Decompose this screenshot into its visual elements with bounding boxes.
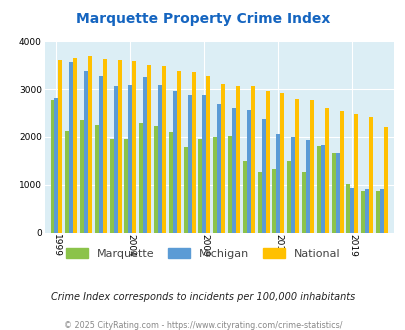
- Bar: [324, 108, 328, 233]
- Bar: [54, 98, 58, 233]
- Bar: [128, 85, 132, 233]
- Bar: [95, 125, 99, 233]
- Bar: [191, 72, 195, 233]
- Bar: [320, 145, 324, 233]
- Bar: [276, 134, 280, 233]
- Bar: [84, 71, 88, 233]
- Bar: [69, 62, 73, 233]
- Bar: [331, 153, 335, 233]
- Bar: [232, 108, 235, 233]
- Bar: [316, 146, 320, 233]
- Bar: [345, 184, 350, 233]
- Bar: [354, 114, 358, 233]
- Bar: [257, 172, 261, 233]
- Bar: [173, 90, 177, 233]
- Bar: [187, 95, 191, 233]
- Bar: [102, 59, 107, 233]
- Bar: [50, 100, 54, 233]
- Bar: [80, 120, 84, 233]
- Bar: [217, 104, 221, 233]
- Bar: [309, 100, 313, 233]
- Bar: [132, 61, 136, 233]
- Bar: [335, 153, 339, 233]
- Bar: [290, 137, 294, 233]
- Bar: [109, 139, 113, 233]
- Bar: [158, 85, 162, 233]
- Bar: [213, 137, 217, 233]
- Bar: [294, 99, 298, 233]
- Bar: [375, 190, 379, 233]
- Bar: [265, 90, 269, 233]
- Bar: [339, 111, 343, 233]
- Bar: [162, 66, 166, 233]
- Bar: [228, 136, 232, 233]
- Bar: [250, 86, 254, 233]
- Bar: [221, 84, 225, 233]
- Bar: [242, 161, 246, 233]
- Bar: [368, 117, 372, 233]
- Bar: [286, 161, 290, 233]
- Bar: [177, 71, 180, 233]
- Bar: [183, 147, 187, 233]
- Legend: Marquette, Michigan, National: Marquette, Michigan, National: [61, 244, 344, 263]
- Bar: [364, 189, 368, 233]
- Text: Marquette Property Crime Index: Marquette Property Crime Index: [76, 12, 329, 25]
- Bar: [168, 132, 173, 233]
- Bar: [139, 123, 143, 233]
- Bar: [379, 189, 383, 233]
- Bar: [202, 95, 206, 233]
- Bar: [261, 119, 265, 233]
- Bar: [383, 127, 387, 233]
- Bar: [143, 77, 147, 233]
- Bar: [88, 56, 92, 233]
- Bar: [360, 190, 364, 233]
- Bar: [147, 65, 151, 233]
- Bar: [124, 139, 128, 233]
- Bar: [58, 60, 62, 233]
- Bar: [65, 131, 69, 233]
- Bar: [301, 172, 305, 233]
- Bar: [206, 76, 210, 233]
- Text: © 2025 CityRating.com - https://www.cityrating.com/crime-statistics/: © 2025 CityRating.com - https://www.city…: [64, 321, 341, 330]
- Bar: [350, 188, 354, 233]
- Bar: [117, 60, 121, 233]
- Bar: [305, 140, 309, 233]
- Bar: [280, 93, 284, 233]
- Bar: [113, 86, 117, 233]
- Bar: [73, 57, 77, 233]
- Bar: [99, 76, 102, 233]
- Bar: [246, 110, 250, 233]
- Bar: [235, 86, 239, 233]
- Bar: [153, 126, 158, 233]
- Bar: [272, 170, 276, 233]
- Bar: [198, 139, 202, 233]
- Text: Crime Index corresponds to incidents per 100,000 inhabitants: Crime Index corresponds to incidents per…: [51, 292, 354, 302]
